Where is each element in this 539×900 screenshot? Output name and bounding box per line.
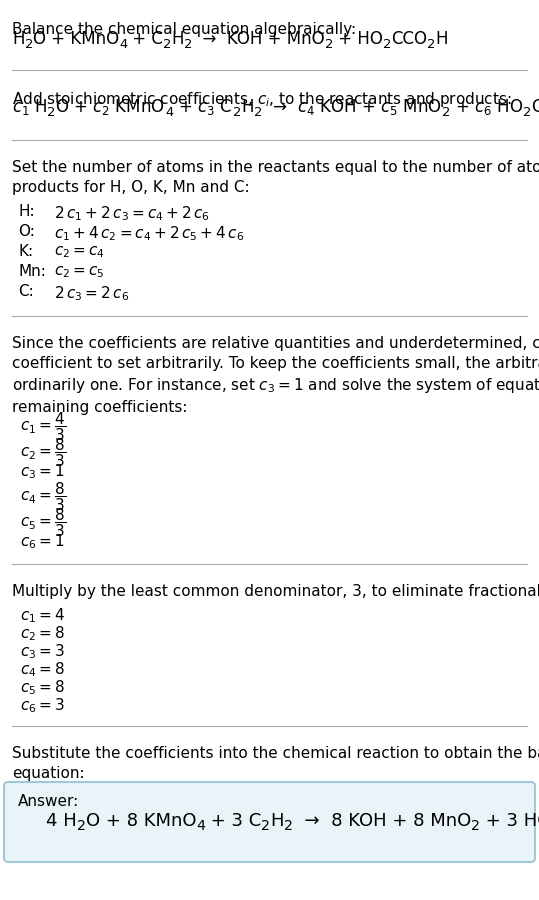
Text: 2: 2 <box>284 819 293 832</box>
Text: H: H <box>12 30 24 48</box>
Text: $c_5 = 8$: $c_5 = 8$ <box>20 678 65 697</box>
Text: $c_4 = \dfrac{8}{3}$: $c_4 = \dfrac{8}{3}$ <box>20 480 66 513</box>
Text: Substitute the coefficients into the chemical reaction to obtain the balanced
eq: Substitute the coefficients into the che… <box>12 746 539 781</box>
Text: 4 H: 4 H <box>46 812 77 830</box>
Text: 2: 2 <box>47 105 56 119</box>
Text: →  8 KOH + 8 MnO: → 8 KOH + 8 MnO <box>293 812 471 830</box>
Text: $c_6 = 3$: $c_6 = 3$ <box>20 696 65 715</box>
Text: $c_6 = 1$: $c_6 = 1$ <box>20 532 65 551</box>
Text: H: H <box>241 98 254 116</box>
Text: →  $c_4$ KOH + $c_5$ MnO: → $c_4$ KOH + $c_5$ MnO <box>262 97 441 117</box>
Text: $2\,c_3 = 2\,c_6$: $2\,c_3 = 2\,c_6$ <box>54 284 129 302</box>
Text: $c_2 = c_4$: $c_2 = c_4$ <box>54 244 105 260</box>
Text: + $c_3$ C: + $c_3$ C <box>174 97 233 117</box>
Text: $c_2 = 8$: $c_2 = 8$ <box>20 624 65 643</box>
Text: Add stoichiometric coefficients, $c_i$, to the reactants and products:: Add stoichiometric coefficients, $c_i$, … <box>12 90 512 109</box>
Text: 2: 2 <box>383 38 391 50</box>
Text: + $c_6$ HO: + $c_6$ HO <box>450 97 523 117</box>
Text: $c_2 = \dfrac{8}{3}$: $c_2 = \dfrac{8}{3}$ <box>20 436 66 469</box>
Text: 2: 2 <box>184 38 192 50</box>
Text: H:: H: <box>18 204 34 219</box>
Text: H: H <box>270 812 284 830</box>
Text: 2: 2 <box>24 38 33 50</box>
Text: 2: 2 <box>324 38 333 50</box>
Text: 2: 2 <box>163 38 171 50</box>
Text: 2: 2 <box>471 819 480 832</box>
Text: $c_1 = \dfrac{4}{3}$: $c_1 = \dfrac{4}{3}$ <box>20 410 66 443</box>
Text: 4: 4 <box>165 105 174 119</box>
Text: C:: C: <box>18 284 34 299</box>
Text: 2: 2 <box>441 105 450 119</box>
Text: H: H <box>171 30 184 48</box>
Text: 2: 2 <box>233 105 241 119</box>
Text: O:: O: <box>18 224 35 239</box>
Text: 2: 2 <box>261 819 270 832</box>
Text: O + KMnO: O + KMnO <box>33 30 119 48</box>
Text: + 3 HO: + 3 HO <box>480 812 539 830</box>
Text: $c_3 = 1$: $c_3 = 1$ <box>20 462 65 481</box>
Text: $c_2 = c_5$: $c_2 = c_5$ <box>54 264 105 280</box>
Text: CCO: CCO <box>531 98 539 116</box>
Text: CCO: CCO <box>391 30 427 48</box>
Text: O + $c_2$ KMnO: O + $c_2$ KMnO <box>56 97 165 117</box>
Text: 4: 4 <box>119 38 127 50</box>
Text: K:: K: <box>18 244 33 259</box>
Text: 2: 2 <box>427 38 436 50</box>
Text: $c_5 = \dfrac{8}{3}$: $c_5 = \dfrac{8}{3}$ <box>20 506 66 539</box>
Text: Multiply by the least common denominator, 3, to eliminate fractional coefficient: Multiply by the least common denominator… <box>12 584 539 599</box>
Text: $c_1 + 4\,c_2 = c_4 + 2\,c_5 + 4\,c_6$: $c_1 + 4\,c_2 = c_4 + 2\,c_5 + 4\,c_6$ <box>54 224 244 243</box>
Text: 2: 2 <box>523 105 531 119</box>
Text: Answer:: Answer: <box>18 794 79 809</box>
Text: $2\,c_1 + 2\,c_3 = c_4 + 2\,c_6$: $2\,c_1 + 2\,c_3 = c_4 + 2\,c_6$ <box>54 204 210 222</box>
Text: $c_1 = 4$: $c_1 = 4$ <box>20 606 65 625</box>
Text: →  KOH + MnO: → KOH + MnO <box>192 30 324 48</box>
Text: 2: 2 <box>254 105 262 119</box>
Text: Set the number of atoms in the reactants equal to the number of atoms in the
pro: Set the number of atoms in the reactants… <box>12 160 539 194</box>
Text: $c_3 = 3$: $c_3 = 3$ <box>20 642 65 661</box>
Text: $c_1$ H: $c_1$ H <box>12 97 47 117</box>
Text: 2: 2 <box>77 819 86 832</box>
Text: 4: 4 <box>196 819 205 832</box>
Text: $c_4 = 8$: $c_4 = 8$ <box>20 660 65 679</box>
Text: Balance the chemical equation algebraically:: Balance the chemical equation algebraica… <box>12 22 356 37</box>
Text: + C: + C <box>127 30 163 48</box>
Text: H: H <box>436 30 448 48</box>
Text: Since the coefficients are relative quantities and underdetermined, choose a
coe: Since the coefficients are relative quan… <box>12 336 539 415</box>
Text: O + 8 KMnO: O + 8 KMnO <box>86 812 196 830</box>
Text: Mn:: Mn: <box>18 264 46 279</box>
FancyBboxPatch shape <box>4 782 535 862</box>
Text: + 3 C: + 3 C <box>205 812 261 830</box>
Text: + HO: + HO <box>333 30 383 48</box>
